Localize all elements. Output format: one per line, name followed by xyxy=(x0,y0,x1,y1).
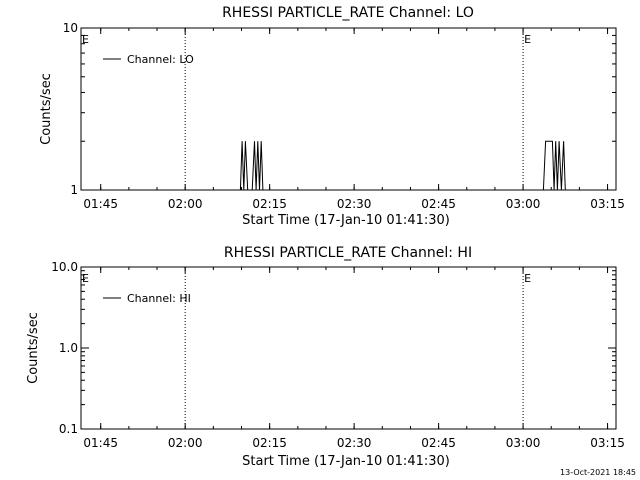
hi-y-tick-label: 0.1 xyxy=(59,422,78,436)
hi-x-tick-label: 03:15 xyxy=(590,436,625,450)
hi-x-axis-label: Start Time (17-Jan-10 01:41:30) xyxy=(242,454,450,469)
hi-y-tick-label: 1.0 xyxy=(59,341,78,355)
lo-x-tick-label: 02:15 xyxy=(252,197,287,211)
lo-y-axis-label: Counts/sec xyxy=(39,73,54,145)
lo-legend-label: Channel: LO xyxy=(127,53,194,66)
lo-y-tick-label: 10 xyxy=(63,21,78,35)
hi-chart-marks: 01:45 02:00 02:15 02:30 02:45 03:00 03:15 0.1 1.… xyxy=(51,260,625,450)
lo-legend: Channel: LO xyxy=(103,53,194,66)
hi-y-axis-label: Counts/sec xyxy=(26,312,41,384)
lo-chart-marks: 01:45 02:00 02:15 02:30 02:45 03:00 03:15 1 10 E E xyxy=(63,21,625,211)
hi-legend: Channel: HI xyxy=(103,292,191,305)
lo-data-series-line xyxy=(239,140,566,191)
lo-x-tick-label: 03:15 xyxy=(590,197,625,211)
generation-timestamp: 13-Oct-2021 18:45 xyxy=(560,468,636,477)
lo-x-tick-label: 02:00 xyxy=(168,197,203,211)
lo-channel-panel: RHESSI PARTICLE_RATE Channel: LO Counts/… xyxy=(39,5,625,228)
lo-chart-title: RHESSI PARTICLE_RATE Channel: LO xyxy=(222,5,474,21)
lo-x-tick-label: 03:00 xyxy=(506,197,541,211)
hi-event-marker-label: E xyxy=(524,272,531,285)
lo-x-tick-label: 02:30 xyxy=(337,197,372,211)
hi-x-tick-label: 02:45 xyxy=(421,436,456,450)
hi-chart-title: RHESSI PARTICLE_RATE Channel: HI xyxy=(224,245,472,261)
hi-y-tick-label: 10.0 xyxy=(51,260,78,274)
hi-legend-label: Channel: HI xyxy=(127,292,191,305)
hi-event-marker-label: E xyxy=(82,272,89,285)
hi-x-tick-label: 03:00 xyxy=(506,436,541,450)
hi-x-tick-label: 02:30 xyxy=(337,436,372,450)
lo-x-tick-label: 01:45 xyxy=(83,197,118,211)
lo-event-marker-label: E xyxy=(524,33,531,46)
hi-x-tick-label: 02:15 xyxy=(252,436,287,450)
lo-x-axis-label: Start Time (17-Jan-10 01:41:30) xyxy=(242,213,450,228)
hi-x-tick-label: 01:45 xyxy=(83,436,118,450)
hi-channel-panel: RHESSI PARTICLE_RATE Channel: HI Counts/… xyxy=(26,245,625,469)
lo-event-marker-label: E xyxy=(82,33,89,46)
lo-y-tick-label: 1 xyxy=(70,183,78,197)
hi-x-tick-label: 02:00 xyxy=(168,436,203,450)
lo-x-tick-label: 02:45 xyxy=(421,197,456,211)
